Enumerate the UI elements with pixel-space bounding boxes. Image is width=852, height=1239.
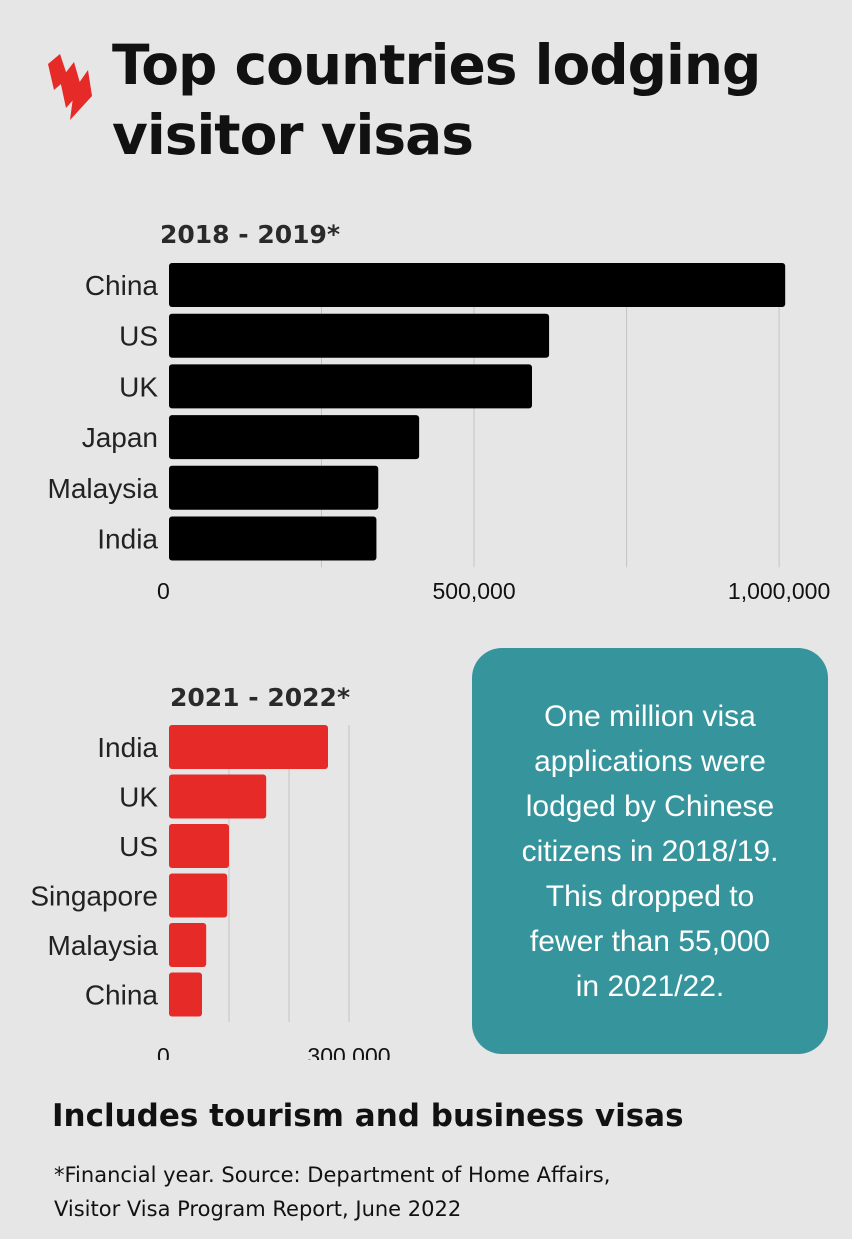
footnote-line: Visitor Visa Program Report, June 2022 xyxy=(54,1197,462,1221)
chart-2018-bar-us xyxy=(169,313,550,358)
callout-line: This dropped to xyxy=(545,879,755,913)
chart-2018-title: 2018 - 2019* xyxy=(160,220,340,249)
chart-2021-label-india: India xyxy=(97,732,158,763)
callout-line: fewer than 55,000 xyxy=(529,924,771,958)
chart-2021-label-singapore: Singapore xyxy=(30,881,158,912)
callout-line: applications were xyxy=(534,744,766,778)
chart-2018-label-uk: UK xyxy=(119,371,158,402)
chart-2021-bar-china xyxy=(169,972,202,1017)
chart-2021-label-malaysia: Malaysia xyxy=(48,930,159,961)
chart-2018-bar-malaysia xyxy=(169,465,379,510)
chart-2018-label-india: India xyxy=(97,524,158,555)
chart-2018-2019: 2018 - 2019*China US UK Japan Malaysia India 0… xyxy=(48,220,831,604)
callout-box: One million visa applications were lodge… xyxy=(472,648,828,1054)
chart-2021-2022: 2021 - 2022* India UK US Singapore Malaysia Ch… xyxy=(30,683,390,1060)
chart-2021-bar-uk xyxy=(169,774,267,819)
chart-2018-label-malaysia: Malaysia xyxy=(48,473,159,504)
chart-2018-tick-label: 0 xyxy=(157,578,170,604)
chart-2018-label-us: US xyxy=(119,321,158,352)
chart-2021-bar-malaysia xyxy=(169,923,207,967)
sbs-logo-icon xyxy=(48,54,92,120)
subtitle: Includes tourism and business visas xyxy=(52,1098,684,1134)
callout-line: in 2021/22. xyxy=(575,969,725,1003)
chart-2021-label-us: US xyxy=(119,831,158,862)
chart-2018-bar-uk xyxy=(169,364,533,409)
chart-2021-bar-india xyxy=(169,725,328,769)
chart-2021-tick-label: 300,000 xyxy=(307,1043,390,1060)
callout-text: One million visa applications were lodge… xyxy=(522,694,779,1009)
chart-2018-tick-label: 500,000 xyxy=(432,578,515,604)
callout-line: lodged by Chinese xyxy=(525,789,775,823)
callout-line: One million visa xyxy=(544,699,756,733)
footnote-line: *Financial year. Source: Department of H… xyxy=(54,1163,611,1187)
chart-2018-label-china: China xyxy=(85,270,159,301)
chart-2018-tick-label: 1,000,000 xyxy=(728,578,830,604)
footnote: *Financial year. Source: Department of H… xyxy=(54,1158,814,1226)
chart-2021-label-china: China xyxy=(85,980,159,1011)
chart-2021-tick-label: 0 xyxy=(157,1043,170,1060)
chart-2021-title: 2021 - 2022* xyxy=(170,683,350,712)
chart-2021-bar-singapore xyxy=(169,873,228,918)
page-title: Top countries lodging visitor visas xyxy=(112,33,761,167)
chart-2018-bar-india xyxy=(169,516,377,561)
chart-2018-bar-japan xyxy=(169,415,420,460)
chart-2018-label-japan: Japan xyxy=(82,422,158,453)
chart-2021-bar-us xyxy=(169,824,229,868)
chart-2021-label-uk: UK xyxy=(119,782,158,813)
chart-2018-bar-china xyxy=(169,263,786,307)
callout-line: citizens in 2018/19. xyxy=(521,834,779,868)
